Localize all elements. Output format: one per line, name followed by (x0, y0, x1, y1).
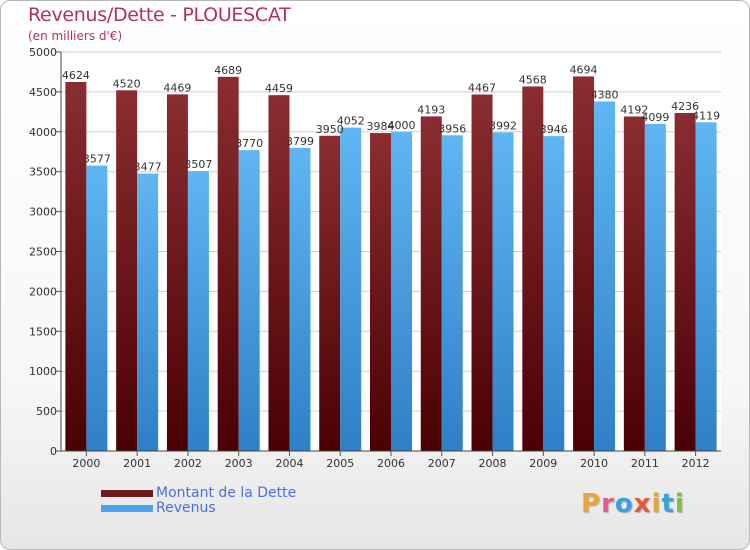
bar-revenue (238, 150, 260, 452)
data-label-revenue: 4119 (692, 109, 720, 122)
x-tick-label: 2004 (275, 457, 303, 470)
data-label-revenue: 3477 (134, 161, 162, 174)
x-tick-label: 2011 (631, 457, 659, 470)
data-label-debt: 4459 (265, 82, 293, 95)
data-label-debt: 3984 (367, 120, 395, 133)
logo-letter: t (661, 489, 675, 519)
y-tick-label: 4000 (29, 126, 57, 139)
x-tick-label: 2010 (580, 457, 608, 470)
data-label-debt: 4624 (62, 69, 90, 82)
x-tick-label: 2005 (326, 457, 354, 470)
data-label-debt: 4193 (417, 103, 445, 116)
y-tick-label: 1000 (29, 365, 57, 378)
bar-debt (116, 90, 138, 451)
bar-debt (522, 86, 544, 451)
bar-debt (268, 95, 290, 451)
chart-title: Revenus/Dette - PLOUESCAT (28, 4, 291, 26)
bar-revenue (441, 135, 463, 451)
data-label-revenue: 4052 (337, 115, 365, 128)
data-label-revenue: 4099 (641, 111, 669, 124)
bar-debt (217, 76, 239, 451)
data-label-revenue: 3956 (438, 122, 466, 135)
x-tick-label: 2012 (682, 457, 710, 470)
y-tick-label: 3000 (29, 206, 57, 219)
logo-letter: r (601, 489, 615, 519)
legend-swatch-revenue (101, 505, 153, 512)
bar-revenue (492, 132, 514, 451)
y-tick-label: 2500 (29, 246, 57, 259)
bar-revenue (543, 136, 565, 452)
x-tick-label: 2000 (72, 457, 100, 470)
legend-label-revenue: Revenus (156, 500, 216, 516)
y-tick-label: 500 (36, 405, 57, 418)
y-tick-label: 4500 (29, 86, 57, 99)
data-label-debt: 4469 (163, 81, 191, 94)
bar-debt (623, 116, 645, 452)
legend-label-debt: Montant de la Dette (156, 485, 297, 501)
logo-letter: o (614, 489, 634, 519)
bar-debt (674, 112, 696, 452)
x-tick-label: 2003 (225, 457, 253, 470)
y-tick-label: 3500 (29, 166, 57, 179)
y-tick-label: 1500 (29, 325, 57, 338)
data-label-debt: 4192 (620, 103, 648, 116)
data-label-debt: 4689 (214, 64, 242, 77)
bar-debt (420, 116, 442, 452)
bar-revenue (137, 173, 159, 451)
y-tick-label: 5000 (29, 46, 57, 59)
bar-revenue (340, 127, 362, 452)
x-tick-label: 2009 (529, 457, 557, 470)
x-tick-label: 2008 (479, 457, 507, 470)
data-label-revenue: 4380 (591, 88, 619, 101)
data-label-debt: 4694 (570, 63, 598, 76)
bar-debt (573, 76, 595, 452)
data-label-debt: 4520 (113, 77, 141, 90)
data-label-revenue: 3946 (540, 123, 568, 136)
logo-letter: P (581, 489, 602, 519)
proxiti-logo: Proxiti (581, 489, 685, 519)
data-label-revenue: 4000 (388, 119, 416, 132)
data-label-debt: 4467 (468, 82, 496, 95)
bar-revenue (594, 101, 616, 451)
logo-letter: x (633, 489, 652, 519)
bar-revenue (86, 165, 108, 451)
data-label-debt: 3950 (316, 123, 344, 136)
bar-debt (370, 133, 391, 452)
x-tick-label: 2006 (377, 457, 405, 470)
y-tick-label: 0 (50, 445, 57, 458)
data-label-revenue: 3770 (235, 137, 263, 150)
data-label-debt: 4568 (519, 73, 547, 86)
legend-item-revenue: Revenus (101, 500, 501, 518)
data-label-revenue: 3507 (184, 158, 212, 171)
data-label-revenue: 3799 (286, 135, 314, 148)
x-tick-label: 2001 (123, 457, 151, 470)
bar-debt (319, 135, 341, 452)
chart-subtitle: (en milliers d'€) (28, 29, 123, 43)
logo-letter: i (674, 489, 685, 519)
bar-revenue (695, 122, 717, 451)
x-tick-label: 2007 (428, 457, 456, 470)
legend-swatch-debt (101, 490, 153, 497)
bar-revenue (391, 131, 412, 452)
x-tick-label: 2002 (174, 457, 202, 470)
logo-letter: i (651, 489, 662, 519)
data-label-revenue: 3577 (83, 153, 111, 166)
bar-revenue (289, 147, 311, 452)
bar-debt (471, 94, 493, 452)
bar-debt (166, 94, 188, 451)
bar-revenue (187, 171, 209, 451)
y-tick-label: 2000 (29, 285, 57, 298)
bar-revenue (644, 123, 666, 451)
data-label-debt: 4236 (671, 100, 699, 113)
legend-item-debt: Montant de la Dette (101, 485, 501, 503)
data-label-revenue: 3992 (489, 119, 517, 132)
bar-debt (65, 82, 87, 452)
